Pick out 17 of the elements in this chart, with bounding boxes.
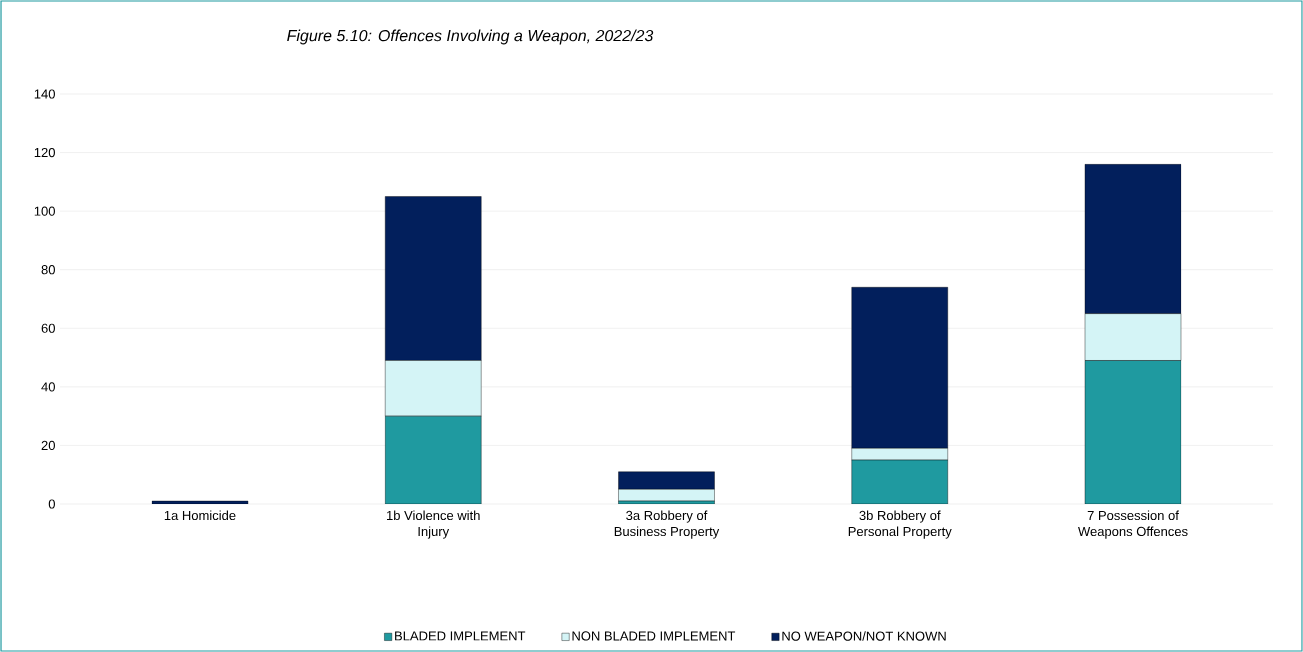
x-tick-label: 7 Possession of Weapons Offences (1078, 510, 1188, 539)
x-tick-label: 3a Robbery of Business Property (614, 510, 720, 539)
y-tick-label: 100 (34, 206, 55, 216)
y-tick-label: 40 (41, 382, 55, 392)
x-tick-label: 1a Homicide (164, 510, 236, 521)
x-tick-label: 3b Robbery of Personal Property (848, 510, 952, 539)
y-tick-label: 0 (48, 499, 55, 509)
legend-label: NON BLADED IMPLEMENT (572, 631, 736, 641)
y-tick-label: 140 (34, 89, 55, 99)
y-tick-label: 80 (41, 265, 55, 275)
x-tick-label: 1b Violence with Injury (387, 510, 480, 539)
y-tick-label: 20 (41, 440, 55, 451)
legend-label: BLADED IMPLEMENT (395, 631, 526, 641)
legend-label: NO WEAPON/NOT KNOWN (782, 631, 946, 641)
chart-title: Figure 5.10: Offences Involving a Weapon, 2022/23 (287, 29, 654, 45)
y-tick-label: 120 (34, 147, 55, 158)
y-tick-label: 60 (41, 323, 55, 333)
